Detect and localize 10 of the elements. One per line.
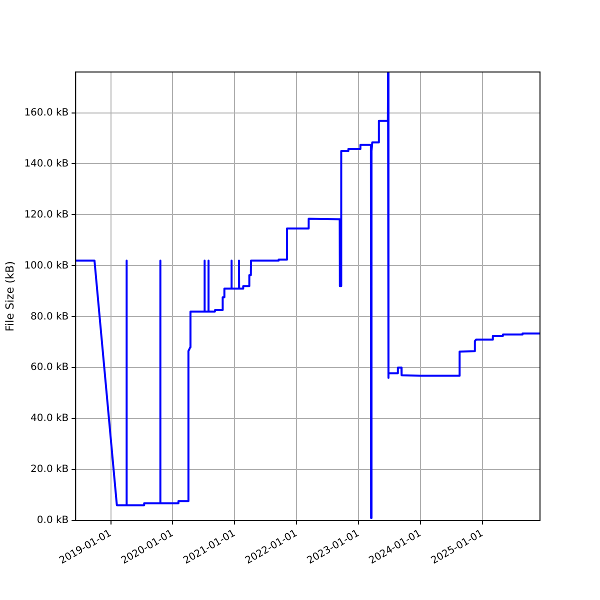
y-tick-label: 100.0 kB	[24, 260, 69, 272]
y-tick-label: 80.0 kB	[30, 311, 69, 322]
y-tick-label: 40.0 kB	[30, 413, 69, 424]
y-tick-label: 160.0 kB	[24, 107, 69, 118]
y-tick-label: 0.0 kB	[36, 515, 69, 526]
y-tick-label: 60.0 kB	[30, 362, 69, 374]
y-axis-title: File Size (kB)	[3, 261, 16, 332]
y-tick-label: 140.0 kB	[24, 158, 69, 170]
y-tick-label: 20.0 kB	[30, 464, 69, 476]
y-tick-label: 120.0 kB	[24, 209, 69, 220]
